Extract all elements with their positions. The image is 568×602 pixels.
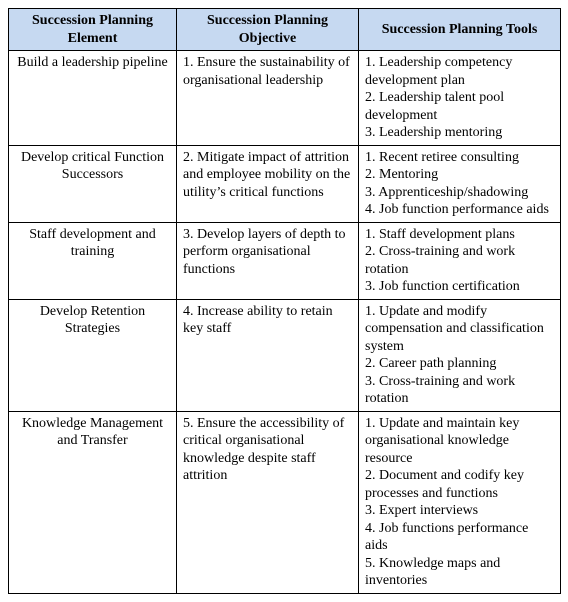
- table-row: Build a leadership pipeline1. Ensure the…: [9, 51, 561, 146]
- tool-item: 1. Update and modify compensation and cl…: [365, 303, 554, 356]
- table-row: Staff development and training3. Develop…: [9, 222, 561, 299]
- table-row: Knowledge Management and Transfer5. Ensu…: [9, 411, 561, 593]
- cell-element: Staff development and training: [9, 222, 177, 299]
- tool-item: 3. Apprenticeship/shadowing: [365, 184, 554, 202]
- tool-item: 5. Knowledge maps and inventories: [365, 555, 554, 590]
- tool-item: 1. Staff development plans: [365, 226, 554, 244]
- cell-element: Develop Retention Strategies: [9, 299, 177, 411]
- tool-item: 2. Career path planning: [365, 355, 554, 373]
- table-row: Develop Retention Strategies4. Increase …: [9, 299, 561, 411]
- table-header-row: Succession Planning Element Succession P…: [9, 9, 561, 51]
- tool-item: 1. Leadership competency development pla…: [365, 54, 554, 89]
- tool-item: 2. Mentoring: [365, 166, 554, 184]
- cell-element: Knowledge Management and Transfer: [9, 411, 177, 593]
- tool-item: 2. Leadership talent pool development: [365, 89, 554, 124]
- cell-objective: 1. Ensure the sustainability of organisa…: [177, 51, 359, 146]
- tool-item: 3. Job function certification: [365, 278, 554, 296]
- cell-tools: 1. Update and modify compensation and cl…: [359, 299, 561, 411]
- tool-item: 2. Cross-training and work rotation: [365, 243, 554, 278]
- cell-tools: 1. Recent retiree consulting2. Mentoring…: [359, 145, 561, 222]
- col-header-element: Succession Planning Element: [9, 9, 177, 51]
- cell-objective: 5. Ensure the accessibility of critical …: [177, 411, 359, 593]
- tool-item: 4. Job functions performance aids: [365, 520, 554, 555]
- table-body: Build a leadership pipeline1. Ensure the…: [9, 51, 561, 594]
- tool-item: 3. Cross-training and work rotation: [365, 373, 554, 408]
- cell-tools: 1. Update and maintain key organisationa…: [359, 411, 561, 593]
- succession-planning-table: Succession Planning Element Succession P…: [8, 8, 561, 594]
- tool-item: 2. Document and codify key processes and…: [365, 467, 554, 502]
- cell-tools: 1. Staff development plans2. Cross-train…: [359, 222, 561, 299]
- table-row: Develop critical Function Successors2. M…: [9, 145, 561, 222]
- cell-element: Build a leadership pipeline: [9, 51, 177, 146]
- cell-element: Develop critical Function Successors: [9, 145, 177, 222]
- cell-objective: 4. Increase ability to retain key staff: [177, 299, 359, 411]
- cell-objective: 3. Develop layers of depth to perform or…: [177, 222, 359, 299]
- tool-item: 1. Recent retiree consulting: [365, 149, 554, 167]
- cell-tools: 1. Leadership competency development pla…: [359, 51, 561, 146]
- col-header-tools: Succession Planning Tools: [359, 9, 561, 51]
- tool-item: 1. Update and maintain key organisationa…: [365, 415, 554, 468]
- tool-item: 4. Job function performance aids: [365, 201, 554, 219]
- tool-item: 3. Leadership mentoring: [365, 124, 554, 142]
- cell-objective: 2. Mitigate impact of attrition and empl…: [177, 145, 359, 222]
- col-header-objective: Succession Planning Objective: [177, 9, 359, 51]
- tool-item: 3. Expert interviews: [365, 502, 554, 520]
